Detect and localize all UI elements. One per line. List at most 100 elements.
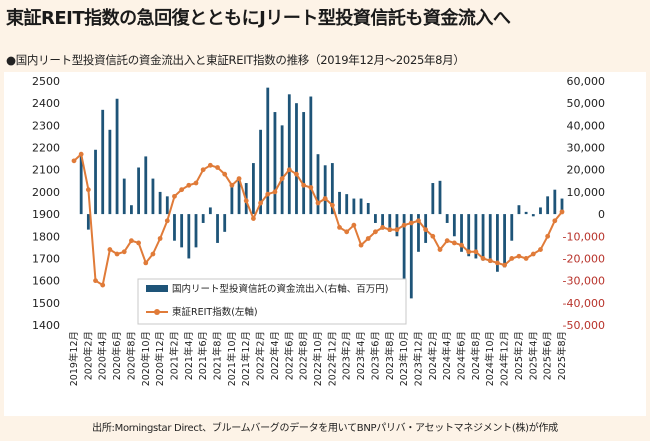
reit-index-point bbox=[437, 247, 443, 252]
reit-index-point bbox=[329, 202, 335, 208]
flow-bar bbox=[539, 207, 542, 215]
reit-index-point bbox=[172, 193, 177, 199]
x-axis-tick-label: 2020年2月 bbox=[82, 331, 94, 380]
reit-index-point bbox=[380, 225, 385, 230]
reit-index-point bbox=[373, 229, 378, 235]
reit-index-point bbox=[408, 220, 414, 226]
flow-bar bbox=[295, 103, 298, 215]
flow-bar bbox=[187, 214, 191, 259]
source-note: 出所:Morningstar Direct、ブルームバーグのデータを用いてBNP… bbox=[92, 423, 558, 434]
right-axis-tick-label: -30,000 bbox=[563, 275, 605, 288]
reit-index-point bbox=[229, 182, 235, 188]
legend-bar-swatch bbox=[146, 285, 168, 292]
reit-index-point bbox=[85, 187, 91, 193]
flow-bar bbox=[395, 214, 399, 237]
flow-bar bbox=[223, 214, 227, 232]
reit-index-point bbox=[107, 247, 113, 252]
x-axis-tick-label: 2023年8月 bbox=[384, 331, 396, 380]
reit-index-point bbox=[523, 256, 529, 261]
right-axis-tick-label: 60,000 bbox=[567, 75, 606, 88]
x-axis-tick-label: 2022年10月 bbox=[312, 331, 324, 386]
reit-index-point bbox=[480, 256, 486, 261]
reit-index-point bbox=[495, 260, 500, 266]
reit-index-point bbox=[243, 198, 249, 204]
left-axis-tick-label: 2400 bbox=[32, 97, 60, 110]
flow-bar bbox=[266, 87, 270, 215]
right-axis-tick-label: 40,000 bbox=[567, 119, 606, 132]
reit-index-point bbox=[193, 180, 199, 186]
flow-bar bbox=[122, 178, 126, 215]
legend-bar-label: 国内リート型投資信託の資金流出入(右軸、百万円) bbox=[172, 283, 388, 295]
flow-bar bbox=[524, 211, 528, 215]
x-axis-tick-label: 2019年12月 bbox=[68, 331, 80, 386]
x-axis-tick-label: 2024年10月 bbox=[484, 331, 496, 386]
reit-index-point bbox=[143, 260, 149, 266]
reit-index-point bbox=[129, 238, 134, 244]
x-axis-tick-label: 2025年2月 bbox=[513, 331, 525, 380]
x-axis-tick-label: 2022年8月 bbox=[298, 331, 310, 380]
reit-index-point bbox=[430, 233, 436, 239]
reit-index-point bbox=[251, 216, 256, 221]
flow-bar bbox=[445, 214, 449, 223]
flow-bar bbox=[381, 214, 384, 230]
flow-bar bbox=[144, 156, 148, 215]
reit-index-point bbox=[258, 200, 263, 206]
reit-index-point bbox=[286, 167, 292, 173]
reit-index-point bbox=[114, 251, 120, 257]
flow-bar bbox=[108, 129, 112, 215]
right-axis-tick-label: -50,000 bbox=[563, 319, 605, 332]
reit-index-point bbox=[315, 200, 321, 206]
flow-bar bbox=[510, 214, 514, 241]
x-axis-tick-label: 2021年12月 bbox=[240, 331, 252, 386]
reit-index-point bbox=[93, 278, 98, 284]
x-axis-tick-label: 2022年4月 bbox=[269, 331, 281, 380]
flow-bar bbox=[287, 94, 291, 215]
reit-index-point bbox=[509, 256, 515, 261]
reit-index-point bbox=[516, 253, 522, 259]
flow-bar bbox=[431, 183, 435, 215]
flow-bar bbox=[137, 167, 140, 215]
flow-bar bbox=[366, 203, 370, 215]
right-axis-tick-label: 50,000 bbox=[567, 97, 606, 110]
x-axis-tick-label: 2023年12月 bbox=[412, 331, 424, 386]
flow-bar bbox=[546, 196, 550, 215]
flow-bar bbox=[560, 198, 564, 215]
right-axis-tick-label: 0 bbox=[598, 208, 605, 221]
flow-bar bbox=[79, 156, 83, 215]
flow-bar bbox=[237, 178, 241, 215]
left-axis-tick-label: 2500 bbox=[32, 75, 60, 88]
reit-index-point bbox=[222, 171, 228, 177]
left-axis-tick-label: 1700 bbox=[32, 252, 60, 265]
flow-bar bbox=[302, 112, 306, 215]
plot-area bbox=[4, 72, 646, 416]
flow-bar bbox=[359, 198, 363, 215]
reit-index-point bbox=[215, 165, 220, 170]
reit-index-point bbox=[265, 191, 271, 197]
x-axis-tick-label: 2024年12月 bbox=[499, 331, 511, 386]
flow-bar bbox=[460, 214, 463, 252]
left-axis-tick-label: 1600 bbox=[32, 275, 60, 288]
left-axis-tick-label: 1900 bbox=[32, 208, 60, 221]
reit-index-point bbox=[344, 229, 350, 235]
flow-bar bbox=[531, 214, 535, 217]
x-axis-tick-label: 2021年6月 bbox=[197, 331, 209, 380]
flow-bar bbox=[194, 214, 198, 248]
x-axis-tick-label: 2020年10月 bbox=[140, 331, 152, 386]
chart-subtitle: ●国内リート型投資信託の資金流出入と東証REIT指数の推移（2019年12月～2… bbox=[6, 53, 465, 67]
left-axis-tick-label: 1500 bbox=[32, 297, 60, 310]
flow-bar bbox=[165, 196, 169, 215]
reit-index-point bbox=[301, 182, 307, 188]
left-axis-tick-label: 2300 bbox=[32, 119, 60, 132]
reit-index-point bbox=[416, 218, 421, 224]
flow-bar bbox=[503, 214, 506, 268]
flow-bar bbox=[517, 205, 521, 215]
reit-index-point bbox=[351, 222, 357, 228]
flow-bar bbox=[409, 214, 413, 299]
reit-index-point bbox=[365, 236, 371, 241]
reit-index-point bbox=[559, 209, 565, 215]
reit-index-point bbox=[451, 240, 457, 246]
flow-bar bbox=[417, 214, 420, 252]
x-axis-tick-label: 2020年12月 bbox=[154, 331, 166, 386]
x-axis-tick-label: 2022年2月 bbox=[255, 331, 267, 380]
